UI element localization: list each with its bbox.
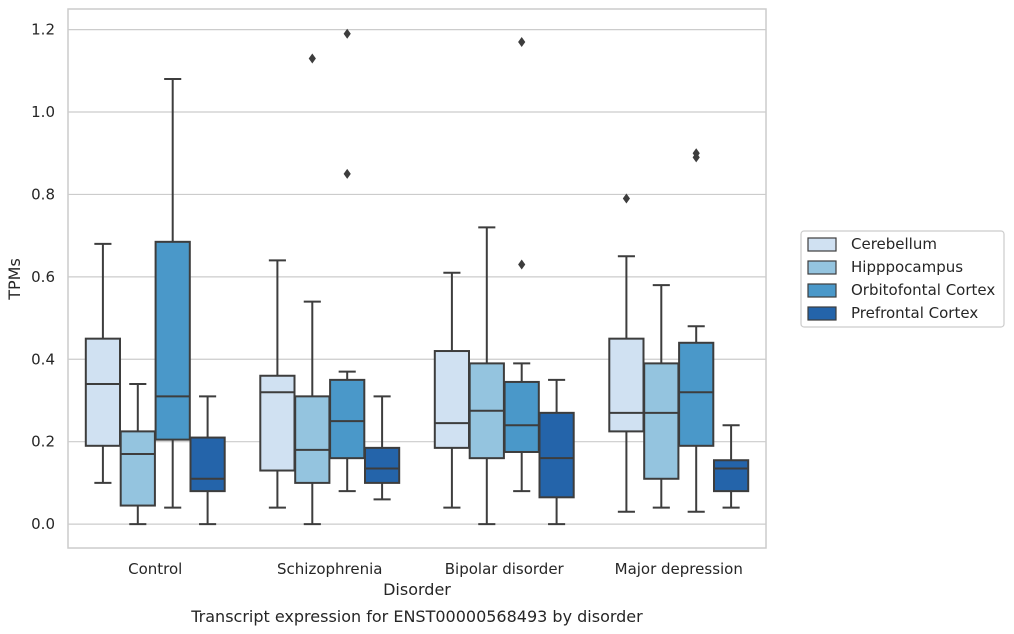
box-group xyxy=(678,148,715,513)
box-body xyxy=(294,395,331,484)
y-axis-label: TPMs xyxy=(5,258,24,301)
y-tick-label: 0.6 xyxy=(31,268,55,286)
box-body xyxy=(712,459,750,493)
box-body xyxy=(329,378,366,460)
y-tick-label: 1.0 xyxy=(31,103,55,121)
box-group xyxy=(294,53,331,526)
box-body xyxy=(259,374,296,472)
box-body xyxy=(538,411,575,499)
box-group xyxy=(329,28,366,493)
x-tick-label: Control xyxy=(128,560,182,578)
y-tick-label: 0.8 xyxy=(31,185,55,203)
box-group xyxy=(712,424,750,509)
legend-swatch xyxy=(807,260,837,275)
box-group xyxy=(154,78,191,509)
box-body xyxy=(189,436,226,493)
legend-swatch xyxy=(807,283,837,298)
box-body xyxy=(363,446,401,484)
box-group xyxy=(468,226,505,526)
y-tick-label: 0.0 xyxy=(31,515,55,533)
legend-label: Hipppocampus xyxy=(851,258,963,276)
figure-caption: Transcript expression for ENST0000056849… xyxy=(190,607,643,626)
x-tick-label: Major depression xyxy=(615,560,743,578)
outlier-point xyxy=(308,53,316,64)
y-tick-label: 0.2 xyxy=(31,433,55,451)
x-tick-label: Bipolar disorder xyxy=(445,560,565,578)
box-group xyxy=(259,259,296,509)
box-body xyxy=(119,430,156,507)
x-axis-label: Disorder xyxy=(383,580,451,599)
outlier-point xyxy=(343,168,351,179)
y-tick-label: 1.2 xyxy=(31,21,55,39)
legend-label: Orbitofontal Cortex xyxy=(851,281,995,299)
legend-label: Cerebellum xyxy=(851,235,937,253)
legend-frame xyxy=(800,230,1005,328)
box-group xyxy=(538,378,575,526)
x-tick-label: Schizophrenia xyxy=(277,560,382,578)
box-group xyxy=(608,193,645,513)
box-body xyxy=(643,362,680,480)
plot-frame xyxy=(67,8,767,549)
legend-swatch xyxy=(807,306,837,321)
outlier-point xyxy=(692,152,700,163)
box-body xyxy=(608,337,645,433)
outlier-point xyxy=(622,193,630,204)
box-body xyxy=(84,337,122,447)
box-group xyxy=(189,395,226,526)
box-body xyxy=(503,380,540,453)
legend-swatch xyxy=(807,237,837,252)
box-group xyxy=(433,271,471,509)
box-body xyxy=(678,341,715,447)
box-group xyxy=(363,395,401,501)
legend-label: Prefrontal Cortex xyxy=(851,304,978,322)
outlier-point xyxy=(343,28,351,39)
outlier-point xyxy=(518,36,526,47)
legend: Cerebellum Hipppocampus Orbitofontal Corte… xyxy=(800,230,1005,328)
x-tick-labels: Control Schizophrenia Bipolar disorder Majo… xyxy=(128,560,743,578)
y-tick-label: 0.4 xyxy=(31,350,55,368)
box-marks xyxy=(84,28,750,526)
box-group xyxy=(119,382,156,526)
box-body xyxy=(433,350,471,449)
box-group xyxy=(84,242,122,484)
y-tick-labels: 0.0 0.2 0.4 0.6 0.8 1.0 1.2 xyxy=(31,21,55,533)
box-group xyxy=(503,36,540,493)
box-group xyxy=(643,284,680,509)
outlier-point xyxy=(518,259,526,270)
box-body xyxy=(154,240,191,441)
